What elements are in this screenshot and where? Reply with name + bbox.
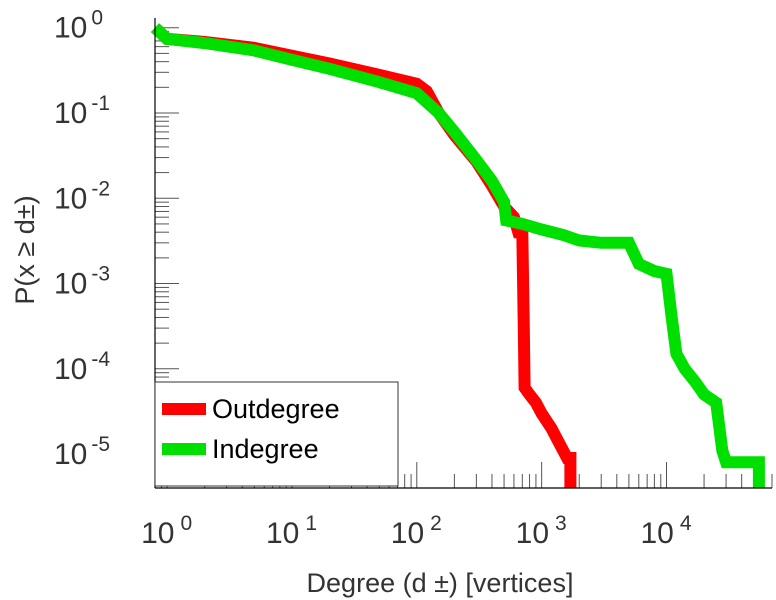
legend-label-outdegree: Outdegree	[212, 394, 340, 424]
x-tick-label: 10 3	[516, 512, 567, 550]
x-tick-labels: 10 0 10 1 10 2 10 3 10 4	[141, 512, 692, 550]
y-tick-label: 10 -4	[54, 348, 110, 386]
y-tick-label: 10 -1	[54, 92, 110, 130]
x-tick-label: 10 2	[391, 512, 442, 550]
y-axis-title: P(x ≥ d±)	[10, 195, 40, 304]
legend: Outdegree Indegree	[154, 381, 399, 487]
x-axis-title: Degree (d ±) [vertices]	[307, 568, 574, 598]
y-tick-label: 10 -2	[54, 177, 110, 215]
series-indegree	[150, 23, 765, 488]
y-tick-label: 10 -3	[54, 263, 110, 301]
legend-box	[154, 381, 399, 487]
y-tick-label: 10 0	[54, 7, 103, 45]
legend-label-indegree: Indegree	[212, 434, 319, 464]
x-tick-label: 10 0	[141, 512, 192, 550]
x-tick-label: 10 1	[266, 512, 317, 550]
y-tick-label: 10 -5	[54, 433, 110, 471]
x-tick-label: 10 4	[640, 512, 691, 550]
series-layer	[150, 23, 765, 488]
